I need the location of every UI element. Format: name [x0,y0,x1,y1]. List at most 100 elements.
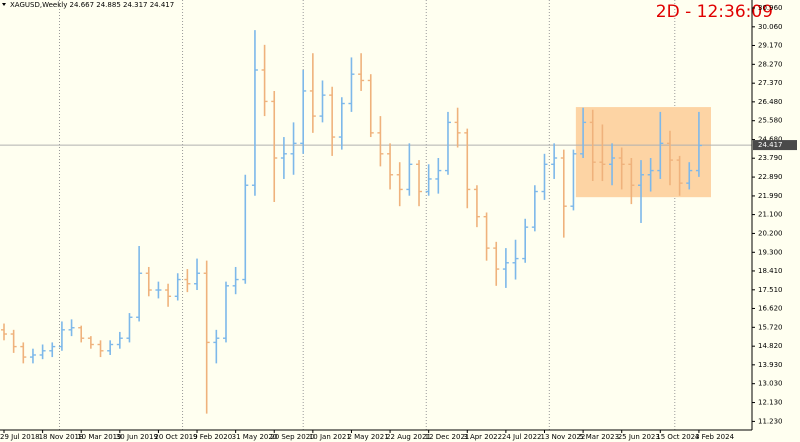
ohlc-bar [97,340,104,358]
ohlc-bar [116,331,123,349]
ohlc-bar [232,266,239,295]
x-tick-label: 15 Oct 2023 [656,433,699,441]
ohlc-bar [300,69,307,154]
ohlc-bar [338,97,345,150]
ohlc-bar [638,160,645,223]
y-tick-label: 29.170 [758,41,783,49]
ohlc-bar [618,147,625,190]
ohlc-bar [20,342,27,364]
ohlc-bar [676,155,683,196]
ohlc-bar [309,53,316,133]
ohlc-bar [358,53,365,91]
y-tick-label: 16.620 [758,304,783,312]
ohlc-bar [570,149,577,211]
ohlc-bar [396,162,403,207]
ohlc-bar [695,111,702,177]
x-tick-label: 9 Feb 2020 [193,433,232,441]
y-tick-label: 21.990 [758,192,783,200]
ohlc-bar [580,107,587,159]
timer: 2D - 12:36:09 [656,2,773,22]
y-tick-label: 22.890 [758,173,783,181]
y-tick-label: 28.270 [758,60,783,68]
ohlc-bar [194,258,201,291]
y-tick-label: 17.510 [758,286,783,294]
highlight-rect [575,107,711,198]
symbol-header: XAGUSD,Weekly 24.667 24.885 24.317 24.41… [10,1,174,9]
ohlc-bar [107,340,114,355]
price-label: 24.417 [758,141,783,149]
ohlc-bar [87,336,94,349]
ohlc-bar [271,90,278,203]
y-tick-label: 12.130 [758,399,783,407]
ohlc-bar [29,348,36,364]
ohlc-bar [184,269,191,293]
ohlc-bar [49,342,56,358]
ohlc-bar [348,57,355,112]
ohlc-bar [136,246,143,322]
ohlc-bar [589,109,596,182]
y-tick-label: 30.060 [758,23,783,31]
x-tick-label: 12 Dec 2021 [425,433,470,441]
ohlc-bar [78,325,85,343]
price-label-bg [753,140,797,151]
ohlc-bar [203,260,210,414]
y-tick-label: 13.930 [758,361,783,369]
ohlc-bar [367,74,374,138]
ohlc-bar [502,248,509,288]
ohlc-bar [425,164,432,196]
ohlc-bar [280,137,287,179]
y-tick-label: 18.410 [758,267,783,275]
ohlc-bar [435,158,442,194]
ohlc-bar [290,122,297,175]
x-tick-label: 13 Nov 2022 [540,433,585,441]
ohlc-bar [444,111,451,175]
x-tick-label: 4 Feb 2024 [695,433,735,441]
y-tick-label: 15.720 [758,323,783,331]
ohlc-bar [222,281,229,343]
ohlc-bar [647,158,654,192]
y-tick-label: 21.100 [758,211,783,219]
x-tick-label: 10 Jan 2021 [309,433,351,441]
ohlc-bar [522,218,529,263]
y-tick-label: 14.820 [758,342,783,350]
ohlc-bar [551,143,558,179]
y-tick-label: 26.480 [758,98,783,106]
ohlc-bar [387,143,394,190]
ohlc-bar [68,319,75,337]
x-tick-label: 25 Jun 2023 [618,433,660,441]
ohlc-bar [666,130,673,186]
ohlc-bar [541,153,548,200]
y-tick-label: 27.370 [758,79,783,87]
ohlc-bar [319,80,326,123]
x-tick-label: 5 Mar 2023 [579,433,619,441]
x-tick-label: 20 Sep 2020 [270,433,314,441]
ohlc-bar [406,143,413,196]
ohlc-bar [493,241,500,286]
x-tick-label: 2 May 2021 [347,433,388,441]
ohlc-bar [261,44,268,117]
y-tick-label: 30.960 [758,4,783,12]
ohlc-bar [1,323,7,341]
y-tick-label: 13.030 [758,380,783,388]
ohlc-bar [599,124,606,182]
x-tick-label: 18 Nov 2018 [39,433,84,441]
y-tick-label: 19.300 [758,248,783,256]
x-tick-label: 24 Jul 2022 [502,433,542,441]
ohlc-bar [483,212,490,261]
ohlc-bar [213,329,220,364]
header-arrow [2,3,6,6]
ohlc-bar [377,116,384,167]
ohlc-bar [512,239,519,280]
ohlc-bar [454,107,461,148]
y-tick-label: 24.680 [758,136,783,144]
x-tick-label: 20 Oct 2019 [154,433,197,441]
x-tick-label: 29 Jul 2018 [0,433,40,441]
y-tick-label: 23.790 [758,154,783,162]
x-tick-label: 30 Jun 2019 [116,433,158,441]
x-tick-label: 3 Apr 2022 [463,433,502,441]
ohlc-bar [39,344,46,360]
ohlc-bar [609,143,616,186]
ohlc-bar [628,158,635,205]
